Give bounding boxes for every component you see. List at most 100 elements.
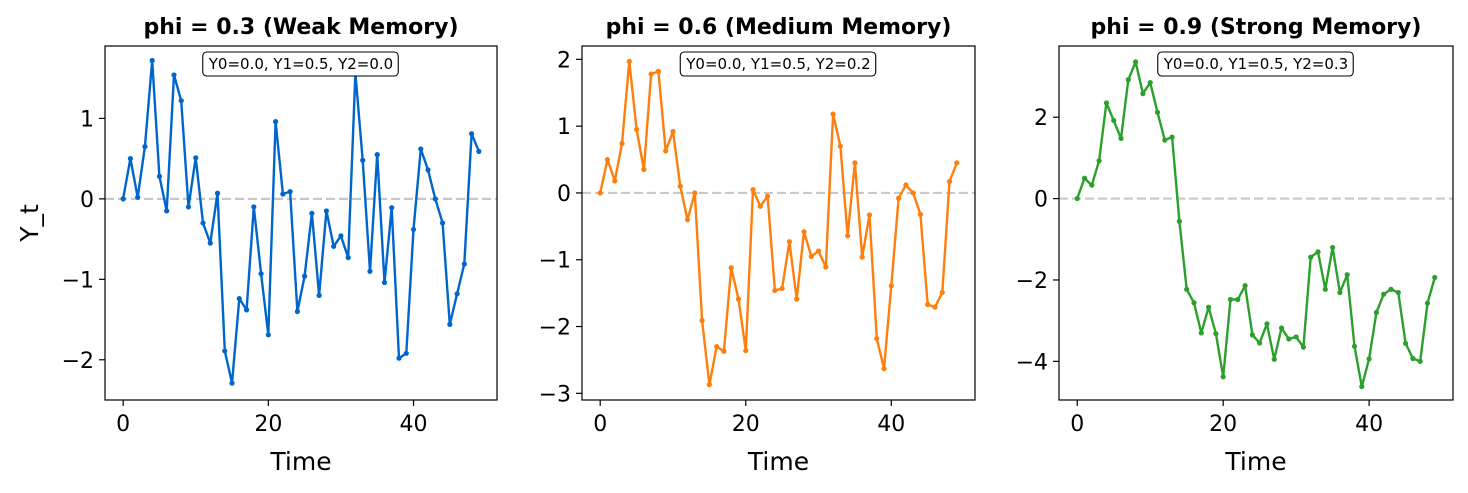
initial-values-annotation: Y0=0.0, Y1=0.5, Y2=0.2: [679, 51, 877, 77]
x-tick-label: 0: [116, 412, 130, 437]
data-point: [164, 208, 170, 214]
data-point: [1205, 304, 1212, 310]
data-point: [692, 190, 698, 196]
data-point: [866, 212, 873, 218]
x-axis-label: Time: [269, 447, 331, 476]
data-point: [1103, 100, 1110, 106]
data-point: [193, 155, 199, 161]
data-point: [1096, 158, 1102, 164]
data-point: [677, 183, 683, 189]
data-point: [1308, 254, 1314, 260]
data-point: [200, 220, 206, 226]
data-point: [815, 248, 822, 254]
data-point: [243, 307, 250, 313]
data-point: [888, 283, 894, 289]
series-line: [599, 60, 958, 386]
data-point: [156, 173, 163, 179]
data-point: [837, 143, 843, 149]
data-point: [1133, 59, 1139, 65]
data-point: [721, 348, 727, 354]
x-tick-label: 40: [400, 412, 428, 437]
data-point: [272, 119, 279, 125]
data-point: [185, 204, 192, 210]
data-point: [258, 271, 264, 277]
data-point: [946, 178, 953, 185]
data-point: [1213, 331, 1219, 337]
data-point: [1242, 283, 1248, 289]
data-point: [1264, 321, 1270, 327]
data-point: [309, 210, 315, 216]
y-tick-label: 1: [557, 115, 571, 140]
data-point: [1169, 134, 1175, 140]
x-tick-label: 0: [1070, 412, 1084, 437]
data-point: [316, 292, 322, 299]
y-tick-label: −3: [539, 382, 571, 407]
data-point: [1293, 334, 1299, 340]
y-tick-label: 0: [1034, 188, 1048, 213]
data-point: [1337, 289, 1343, 296]
data-point: [714, 343, 720, 350]
data-point: [461, 261, 467, 267]
data-point: [432, 196, 438, 202]
x-tick-label: 20: [1209, 412, 1237, 437]
x-tick-label: 20: [732, 412, 760, 437]
data-point: [1424, 300, 1431, 306]
data-point: [1089, 182, 1095, 188]
data-point: [1271, 356, 1277, 362]
data-point: [779, 285, 785, 292]
x-axis-label: Time: [1224, 447, 1286, 476]
data-point: [1249, 332, 1255, 338]
annotation-text: Y0=0.0, Y1=0.5, Y2=0.2: [685, 55, 870, 73]
data-point: [1395, 289, 1401, 296]
data-point: [403, 350, 409, 356]
data-point: [1402, 340, 1409, 347]
series-line: [1076, 60, 1436, 388]
data-point: [619, 140, 625, 147]
data-point: [1220, 374, 1226, 380]
data-point: [1315, 249, 1321, 255]
data-point: [626, 58, 632, 64]
axes-frame: [581, 45, 976, 401]
data-point: [743, 347, 749, 354]
data-point: [1154, 109, 1161, 115]
data-point: [699, 317, 705, 324]
data-point: [323, 208, 330, 214]
subplot-2: 0 20 40 2 1 0 −1 −2 −3 phi = 0.6 (Medium Memory) T…: [539, 15, 976, 476]
data-point: [178, 98, 184, 104]
data-point: [1125, 77, 1131, 83]
data-point: [171, 72, 177, 78]
data-point: [287, 189, 293, 195]
data-point: [1373, 309, 1379, 316]
data-point: [149, 57, 155, 64]
y-tick-label: 0: [557, 182, 571, 207]
annotation-text: Y0=0.0, Y1=0.5, Y2=0.0: [208, 55, 393, 73]
data-point: [750, 187, 756, 193]
data-point: [381, 279, 388, 286]
data-point: [852, 160, 858, 166]
x-tick-label: 0: [593, 412, 607, 437]
x-axis-label: Time: [747, 447, 809, 476]
axes-frame: [1058, 45, 1454, 401]
data-point: [1118, 135, 1124, 141]
data-point: [663, 148, 669, 154]
data-point: [808, 253, 814, 259]
y-tick-label: 2: [557, 48, 571, 73]
data-point: [706, 382, 712, 388]
data-point: [476, 148, 482, 154]
data-point: [1432, 274, 1438, 281]
data-point: [236, 296, 242, 302]
y-tick-label: −2: [539, 316, 571, 341]
data-point: [932, 304, 938, 310]
data-point: [823, 264, 829, 270]
y-tick-label: −1: [62, 268, 94, 293]
data-point: [418, 146, 424, 152]
data-point: [881, 366, 887, 372]
subplot-1: 0 20 40 1 0 −1 −2 phi = 0.3 (Weak Memory) Time Y_…: [15, 15, 498, 476]
data-point: [1381, 291, 1387, 297]
data-point: [1300, 344, 1307, 350]
data-point: [648, 71, 654, 77]
x-tick-label: 20: [254, 412, 282, 437]
data-point: [917, 211, 924, 217]
data-point: [410, 226, 417, 233]
